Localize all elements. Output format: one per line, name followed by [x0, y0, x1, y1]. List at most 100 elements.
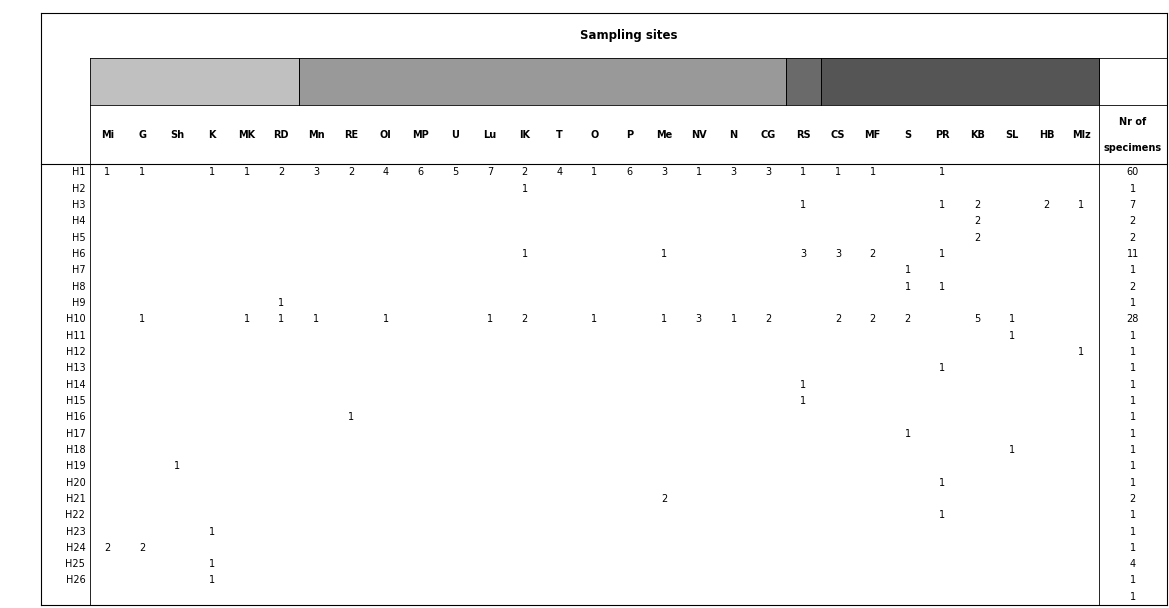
Text: 2: 2: [1129, 282, 1136, 292]
Text: 1: 1: [800, 200, 807, 210]
Text: 1: 1: [1129, 592, 1136, 602]
Text: H10: H10: [65, 314, 85, 324]
Text: KB: KB: [969, 130, 984, 140]
Text: 2: 2: [974, 216, 981, 226]
Text: 1: 1: [1129, 576, 1136, 586]
Text: 2: 2: [905, 314, 911, 324]
Text: Mlz: Mlz: [1072, 130, 1091, 140]
Text: RD: RD: [274, 130, 289, 140]
Text: 1: 1: [1129, 477, 1136, 488]
Text: 6: 6: [417, 167, 423, 178]
Text: H17: H17: [65, 429, 85, 438]
Text: 2: 2: [1129, 233, 1136, 243]
Text: RE: RE: [344, 130, 358, 140]
Text: Lu: Lu: [484, 130, 497, 140]
Text: 1: 1: [1129, 510, 1136, 520]
Text: O: O: [590, 130, 599, 140]
Text: Mn: Mn: [307, 130, 325, 140]
Text: 1: 1: [800, 167, 807, 178]
Text: 1: 1: [278, 298, 284, 308]
Text: Ol: Ol: [380, 130, 392, 140]
Text: 2: 2: [521, 167, 528, 178]
Text: 1: 1: [243, 314, 250, 324]
Text: H9: H9: [71, 298, 85, 308]
Text: T: T: [556, 130, 563, 140]
Text: 1: 1: [939, 477, 946, 488]
Text: 5: 5: [452, 167, 458, 178]
Text: 1: 1: [104, 167, 110, 178]
Text: Nr of: Nr of: [1119, 117, 1147, 126]
Text: 3: 3: [313, 167, 319, 178]
Text: 1: 1: [139, 167, 145, 178]
Text: 1: 1: [1129, 347, 1136, 357]
Text: Sampling sites: Sampling sites: [580, 29, 677, 42]
Text: P: P: [625, 130, 632, 140]
Text: 1: 1: [939, 167, 946, 178]
Text: 1: 1: [1009, 314, 1015, 324]
Text: G: G: [138, 130, 146, 140]
Text: Sh: Sh: [170, 130, 184, 140]
Text: K/TzN: K/TzN: [177, 77, 213, 86]
Text: 2: 2: [348, 167, 354, 178]
Text: 1: 1: [905, 282, 911, 292]
Text: 2: 2: [660, 494, 667, 504]
Text: 1: 1: [939, 249, 946, 259]
Text: H8: H8: [71, 282, 85, 292]
Text: 1: 1: [313, 314, 319, 324]
Text: 2: 2: [278, 167, 284, 178]
Text: 1: 1: [1129, 445, 1136, 455]
Text: 2: 2: [870, 249, 876, 259]
Text: SL: SL: [1005, 130, 1018, 140]
Text: 2: 2: [974, 200, 981, 210]
Text: MozC: MozC: [787, 77, 819, 86]
Text: 1: 1: [243, 167, 250, 178]
Text: 1: 1: [1129, 461, 1136, 471]
Text: 1: 1: [870, 167, 876, 178]
Text: 1: 1: [939, 200, 946, 210]
Text: 1: 1: [939, 282, 946, 292]
Text: 1: 1: [592, 167, 597, 178]
Text: H6: H6: [71, 249, 85, 259]
Text: HB: HB: [1039, 130, 1054, 140]
Text: 2: 2: [521, 314, 528, 324]
Text: H14: H14: [65, 379, 85, 390]
Text: 1: 1: [1009, 445, 1015, 455]
Text: 1: 1: [1129, 265, 1136, 275]
Text: H4: H4: [71, 216, 85, 226]
Text: 6: 6: [627, 167, 632, 178]
Text: H19: H19: [65, 461, 85, 471]
Text: 2: 2: [104, 543, 111, 553]
Text: 1: 1: [487, 314, 493, 324]
Text: 3: 3: [800, 249, 807, 259]
Text: 7: 7: [1129, 200, 1136, 210]
Text: 5: 5: [974, 314, 981, 324]
Text: 1: 1: [1129, 412, 1136, 422]
Text: 1: 1: [1129, 379, 1136, 390]
Text: H5: H5: [71, 233, 85, 243]
Text: 11: 11: [1127, 249, 1139, 259]
Text: 7: 7: [487, 167, 493, 178]
Text: H20: H20: [65, 477, 85, 488]
Text: RS: RS: [796, 130, 810, 140]
Text: MF: MF: [865, 130, 881, 140]
Text: U: U: [451, 130, 459, 140]
Text: 2: 2: [1129, 216, 1136, 226]
Text: 3: 3: [696, 314, 701, 324]
Text: MP: MP: [413, 130, 429, 140]
Text: Me: Me: [656, 130, 672, 140]
Text: 1: 1: [209, 167, 215, 178]
Text: 1: 1: [1079, 347, 1085, 357]
Text: 1: 1: [209, 559, 215, 569]
Text: 2: 2: [766, 314, 772, 324]
Text: 1: 1: [382, 314, 389, 324]
Text: H2: H2: [71, 184, 85, 194]
Text: 28: 28: [1127, 314, 1139, 324]
Text: 1: 1: [1129, 184, 1136, 194]
Text: 1: 1: [905, 429, 911, 438]
Text: K: K: [208, 130, 215, 140]
Text: 1: 1: [1079, 200, 1085, 210]
Text: 4: 4: [382, 167, 389, 178]
Text: S: S: [904, 130, 911, 140]
Text: H7: H7: [71, 265, 85, 275]
Text: IK: IK: [519, 130, 531, 140]
